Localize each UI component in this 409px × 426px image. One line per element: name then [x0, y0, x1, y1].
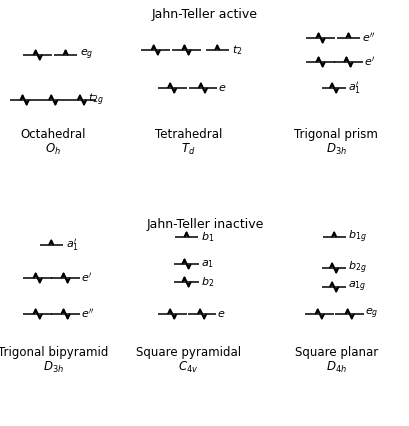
Text: $a_1'$: $a_1'$	[66, 237, 79, 253]
Text: $D_{3h}$: $D_{3h}$	[43, 360, 64, 375]
Text: $e_g$: $e_g$	[80, 48, 93, 62]
Text: Jahn-Teller active: Jahn-Teller active	[152, 8, 257, 21]
Text: $e''$: $e''$	[361, 32, 374, 44]
Text: Tetrahedral: Tetrahedral	[155, 128, 222, 141]
Text: $a_1'$: $a_1'$	[348, 80, 361, 96]
Text: $t_2$: $t_2$	[231, 43, 242, 57]
Text: $O_h$: $O_h$	[45, 142, 61, 157]
Text: $T_d$: $T_d$	[181, 142, 196, 157]
Text: $b_{1g}$: $b_{1g}$	[348, 229, 366, 245]
Text: $e$: $e$	[218, 83, 226, 93]
Text: Square planar: Square planar	[294, 346, 377, 359]
Text: $e''$: $e''$	[81, 308, 94, 320]
Text: $t_{2g}$: $t_{2g}$	[88, 92, 104, 108]
Text: $e'$: $e'$	[81, 271, 92, 285]
Text: $b_{2g}$: $b_{2g}$	[348, 260, 366, 276]
Text: $b_1$: $b_1$	[200, 230, 213, 244]
Text: $b_2$: $b_2$	[200, 275, 213, 289]
Text: Trigonal prism: Trigonal prism	[294, 128, 377, 141]
Text: Jahn-Teller inactive: Jahn-Teller inactive	[146, 218, 263, 231]
Text: $a_{1g}$: $a_{1g}$	[348, 280, 366, 294]
Text: $a_1$: $a_1$	[200, 258, 213, 270]
Text: $e_g$: $e_g$	[364, 307, 378, 321]
Text: $D_{3h}$: $D_{3h}$	[325, 142, 346, 157]
Text: Octahedral: Octahedral	[20, 128, 86, 141]
Text: $e$: $e$	[217, 309, 225, 319]
Text: Square pyramidal: Square pyramidal	[136, 346, 240, 359]
Text: Trigonal bipyramid: Trigonal bipyramid	[0, 346, 108, 359]
Text: $C_{4v}$: $C_{4v}$	[178, 360, 198, 375]
Text: $e'$: $e'$	[363, 55, 375, 69]
Text: $D_{4h}$: $D_{4h}$	[325, 360, 346, 375]
